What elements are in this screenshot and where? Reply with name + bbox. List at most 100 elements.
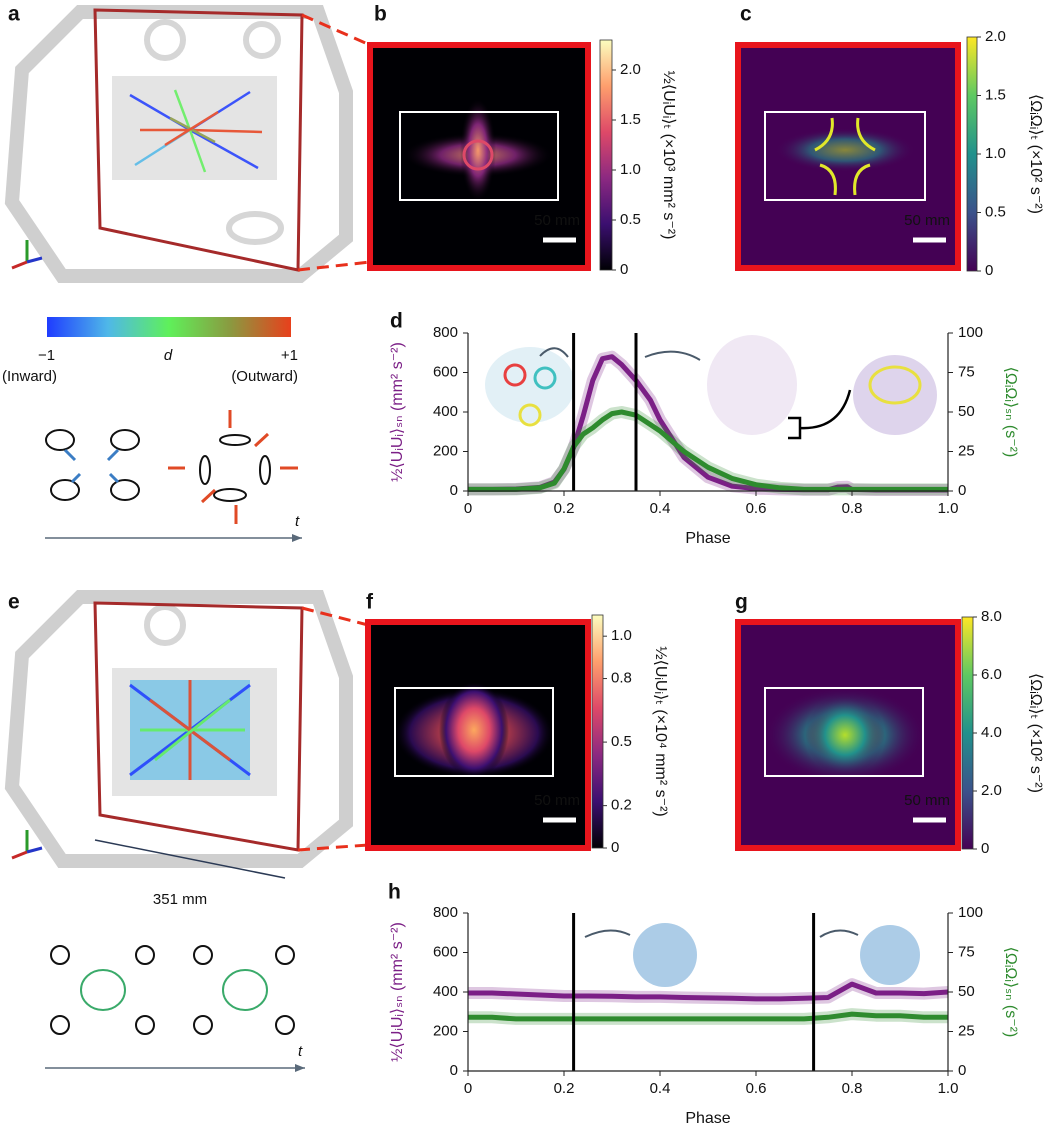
colorbar-tick-label: 8.0 (981, 608, 1002, 625)
colorbar-tick-label: 1.5 (985, 86, 1006, 103)
inset-d (485, 335, 937, 440)
x-tick-label: 1.0 (938, 1080, 959, 1097)
scale-bar-label: 50 mm (904, 792, 950, 809)
direction-colorbar (47, 317, 291, 337)
y-tick-label: 600 (433, 943, 458, 960)
x-tick-label: 0.8 (842, 500, 863, 517)
y-tick-label: 600 (433, 363, 458, 380)
legend-max: +1 (281, 347, 298, 364)
colorbar-tick-label: 2.0 (620, 61, 641, 78)
y-tick-label: 200 (433, 442, 458, 459)
region-box (764, 111, 926, 201)
colorbar-tick-label: 2.0 (985, 28, 1006, 45)
time-label: t (295, 513, 300, 530)
x-tick-label: 0.2 (554, 1080, 575, 1097)
panel-letter: g (735, 591, 748, 614)
x-tick-label: 0.6 (746, 1080, 767, 1097)
x-tick-label: 0.6 (746, 500, 767, 517)
colorbar-tick-label: 0.5 (985, 203, 1006, 220)
legend-min-note: (Inward) (2, 368, 57, 385)
x-tick-label: 0.8 (842, 1080, 863, 1097)
colorbar-tick-label: 1.0 (620, 161, 641, 178)
colorbar-tick-label: 1.5 (620, 111, 641, 128)
legend-max-note: (Outward) (231, 368, 298, 385)
heatmap-b-art (403, 98, 553, 202)
colorbar (599, 39, 613, 271)
heatmap-c-art (775, 117, 915, 196)
panel-letter: h (388, 881, 401, 904)
x-tick-label: 0 (464, 500, 472, 517)
scale-bar-label: 50 mm (534, 792, 580, 809)
size-label: 351 mm (153, 891, 207, 908)
y-tick-label: 200 (433, 1022, 458, 1039)
colorbar-tick-label: 0.5 (620, 211, 641, 228)
y2-tick-label: 25 (958, 1022, 975, 1039)
y-tick-label: 0 (450, 482, 458, 499)
colorbar-label: ⟨ΩᵢΩᵢ⟩ₜ (×10² s⁻²) (1027, 673, 1044, 793)
panel-letter: f (366, 591, 374, 614)
colorbar-tick-label: 1.0 (985, 145, 1006, 162)
region-box (394, 687, 554, 777)
rings-e (45, 945, 305, 1072)
scale-bar-label: 50 mm (534, 212, 580, 229)
colorbar-tick-label: 0 (981, 840, 989, 857)
colorbar-tick-label: 2.0 (981, 782, 1002, 799)
legend-mid: d (164, 347, 173, 364)
colorbar-tick-label: 6.0 (981, 666, 1002, 683)
colorbar-label: ½⟨UᵢUᵢ⟩ₜ (×10³ mm² s⁻²) (660, 71, 677, 240)
panel-letter: c (740, 3, 752, 26)
colorbar (591, 614, 604, 849)
y2-tick-label: 100 (958, 904, 983, 921)
heatmap-g-art (765, 687, 925, 783)
colorbar-tick-label: 0 (620, 261, 628, 278)
colorbar-tick-label: 0.8 (611, 670, 632, 687)
scale-bar-label: 50 mm (904, 212, 950, 229)
colorbar (961, 616, 974, 850)
y-axis-label: ½⟨UᵢUᵢ⟩ₛₙ (mm² s⁻²) (389, 342, 406, 482)
colorbar-label: ½⟨UᵢUᵢ⟩ₜ (×10⁴ mm² s⁻²) (652, 646, 669, 816)
y2-tick-label: 0 (958, 482, 966, 499)
region-box (399, 111, 559, 201)
x-tick-label: 0.4 (650, 500, 671, 517)
y2-tick-label: 100 (958, 324, 983, 341)
y2-axis-label: ⟨ΩᵢΩᵢ⟩ₛₙ (s⁻²) (1002, 367, 1019, 458)
render-a (4, 5, 371, 283)
y2-tick-label: 50 (958, 983, 975, 1000)
y-tick-label: 800 (433, 904, 458, 921)
panel-letter: e (8, 591, 20, 614)
y2-axis-label: ⟨ΩᵢΩᵢ⟩ₛₙ (s⁻²) (1002, 947, 1019, 1038)
inset-h (584, 923, 920, 987)
colorbar-tick-label: 1.0 (611, 627, 632, 644)
colorbar-tick-label: 0 (611, 839, 619, 856)
x-tick-label: 0 (464, 1080, 472, 1097)
x-tick-label: 1.0 (938, 500, 959, 517)
colorbar-tick-label: 0.5 (611, 733, 632, 750)
y2-tick-label: 50 (958, 403, 975, 420)
x-axis-label: Phase (685, 530, 730, 547)
colorbar-tick-label: 4.0 (981, 724, 1002, 741)
x-tick-label: 0.4 (650, 1080, 671, 1097)
x-tick-label: 0.2 (554, 500, 575, 517)
y-tick-label: 400 (433, 403, 458, 420)
y2-tick-label: 75 (958, 363, 975, 380)
y-tick-label: 800 (433, 324, 458, 341)
y2-tick-label: 25 (958, 442, 975, 459)
region-box (764, 687, 924, 777)
rings-a (45, 410, 302, 542)
colorbar-tick-label: 0 (985, 262, 993, 279)
heatmap-f-art (394, 682, 554, 778)
colorbar (966, 36, 978, 272)
series-line (468, 1011, 948, 1022)
y-tick-label: 400 (433, 983, 458, 1000)
panel-letter: b (374, 3, 387, 26)
panel-letter: a (8, 3, 20, 26)
legend-min: −1 (38, 347, 55, 364)
colorbar-label: ⟨ΩᵢΩᵢ⟩ₜ (×10² s⁻²) (1027, 94, 1044, 214)
x-axis-label: Phase (685, 1110, 730, 1127)
colorbar-tick-label: 0.2 (611, 797, 632, 814)
y2-tick-label: 75 (958, 943, 975, 960)
time-label: t (298, 1043, 303, 1060)
series-line (468, 409, 948, 492)
panel-letter: d (390, 310, 403, 333)
